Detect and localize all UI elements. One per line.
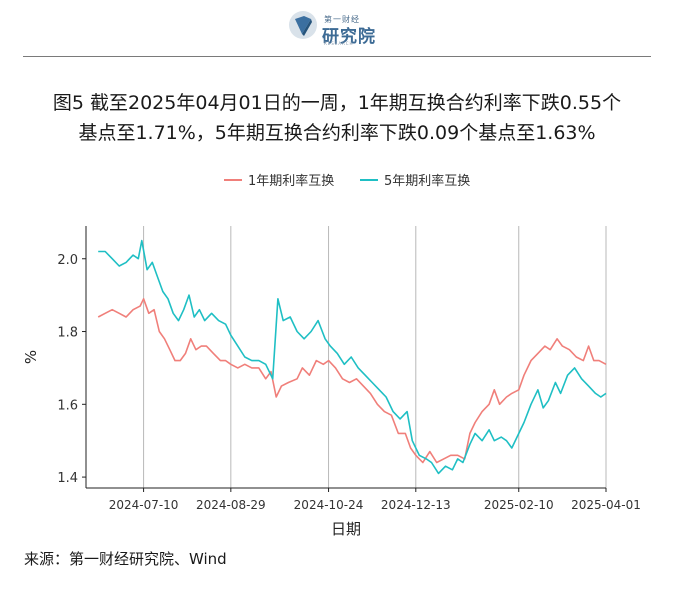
y-tick-label-3: 1.8 — [57, 326, 78, 341]
figure-title-line-1: 图5 截至2025年04月01日的一周，1年期互换合约利率下跌0.55个 — [52, 92, 622, 114]
y-tick-label-1: 1.4 — [57, 471, 78, 486]
logo-book-icon — [289, 11, 317, 39]
x-tick-label-2: 2024-08-29 — [196, 498, 266, 512]
y-tick-label-2: 1.6 — [57, 398, 78, 413]
chart-axes: 1.4 1.6 1.8 2.0 2024-07-10 2024-08-29 2024-10-… — [22, 226, 641, 538]
figure-title-line-2: 基点至1.71%，5年期互换合约利率下跌0.09个基点至1.63% — [78, 122, 596, 144]
chart-series — [97, 239, 607, 475]
x-tick-label-1: 2024-07-10 — [109, 498, 179, 512]
logo: 第一财经 研究院 RESEARCH — [288, 8, 398, 47]
y-tick-label-4: 2.0 — [57, 253, 78, 268]
y-axis-title: % — [22, 350, 40, 364]
x-tick-label-5: 2025-02-10 — [484, 498, 554, 512]
series-line-2 — [98, 239, 607, 475]
x-tick-label-6: 2025-04-01 — [571, 498, 641, 512]
chart-legend: 1年期利率互换 5年期利率互换 — [224, 173, 470, 189]
legend-label-1: 1年期利率互换 — [248, 173, 334, 189]
source-note: 来源：第一财经研究院、Wind — [24, 550, 227, 568]
legend-label-2: 5年期利率互换 — [384, 173, 470, 189]
logo-top-text: 第一财经 — [324, 15, 360, 24]
header-divider — [23, 56, 651, 57]
x-tick-label-4: 2024-12-13 — [381, 498, 451, 512]
series-line-1 — [97, 298, 607, 464]
swap-rate-line-chart: 1年期利率互换 5年期利率互换 1.4 1.6 1.8 2.0 2024-07-10 202… — [22, 173, 641, 538]
logo-main-text: 研究院 — [322, 27, 376, 47]
x-axis-title: 日期 — [331, 520, 361, 538]
logo-sub-text: RESEARCH — [324, 41, 354, 46]
chart-gridlines — [143, 226, 607, 488]
figure-title: 图5 截至2025年04月01日的一周，1年期互换合约利率下跌0.55个 基点至… — [0, 88, 674, 148]
x-tick-label-3: 2024-10-24 — [294, 498, 364, 512]
